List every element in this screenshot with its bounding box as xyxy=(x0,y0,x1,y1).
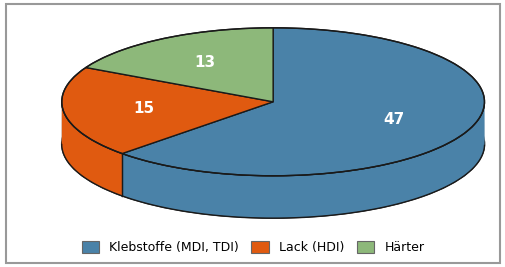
Ellipse shape xyxy=(62,56,483,204)
Ellipse shape xyxy=(62,62,483,210)
Text: 15: 15 xyxy=(133,101,154,116)
Polygon shape xyxy=(62,28,483,144)
Ellipse shape xyxy=(62,29,483,177)
Legend: Klebstoffe (MDI, TDI), Lack (HDI), Härter: Klebstoffe (MDI, TDI), Lack (HDI), Härte… xyxy=(77,236,428,259)
Ellipse shape xyxy=(62,42,483,190)
Ellipse shape xyxy=(62,53,483,201)
Ellipse shape xyxy=(62,39,483,187)
Text: 13: 13 xyxy=(194,55,216,70)
Ellipse shape xyxy=(62,70,483,218)
Ellipse shape xyxy=(62,54,483,203)
Ellipse shape xyxy=(62,50,483,198)
Ellipse shape xyxy=(62,67,483,215)
Ellipse shape xyxy=(62,52,483,200)
Polygon shape xyxy=(122,28,483,176)
Polygon shape xyxy=(62,102,122,196)
Polygon shape xyxy=(62,68,273,154)
Ellipse shape xyxy=(62,35,483,183)
Ellipse shape xyxy=(62,38,483,186)
Ellipse shape xyxy=(62,46,483,194)
Ellipse shape xyxy=(62,48,483,195)
Ellipse shape xyxy=(62,32,483,180)
Ellipse shape xyxy=(62,60,483,208)
Polygon shape xyxy=(122,103,483,218)
Ellipse shape xyxy=(62,59,483,207)
Ellipse shape xyxy=(62,49,483,197)
Ellipse shape xyxy=(62,36,483,184)
Polygon shape xyxy=(86,28,273,102)
Ellipse shape xyxy=(62,41,483,189)
Ellipse shape xyxy=(62,33,483,181)
Ellipse shape xyxy=(62,64,483,213)
Text: 47: 47 xyxy=(383,112,404,127)
Ellipse shape xyxy=(62,45,483,193)
Ellipse shape xyxy=(62,57,483,205)
Ellipse shape xyxy=(62,69,483,217)
Ellipse shape xyxy=(62,31,483,179)
Ellipse shape xyxy=(62,43,483,191)
Ellipse shape xyxy=(62,66,483,214)
Ellipse shape xyxy=(62,63,483,211)
